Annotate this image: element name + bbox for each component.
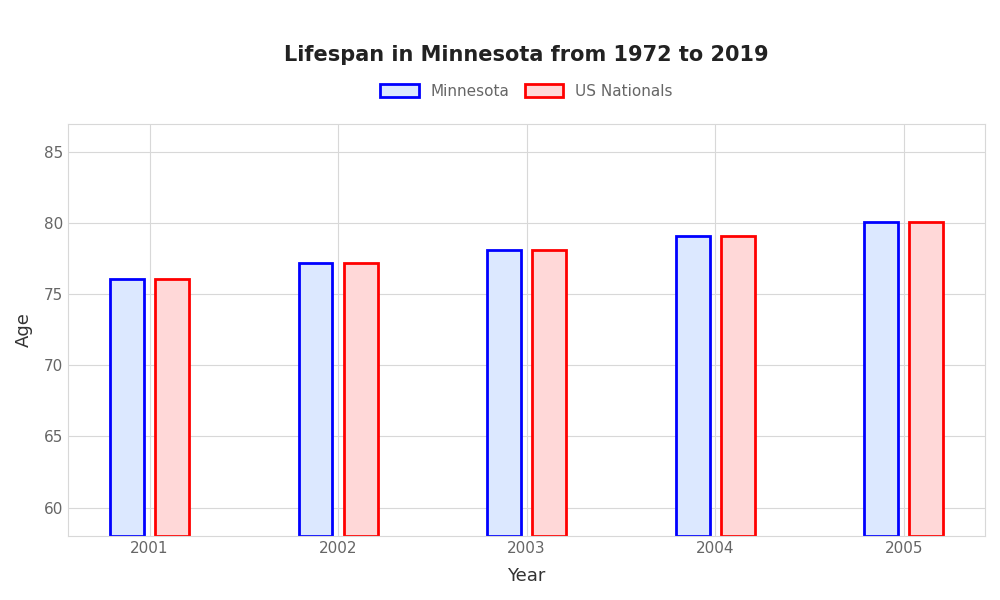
Bar (344, 263, 378, 536)
Bar (909, 221, 943, 536)
X-axis label: Year: Year (507, 567, 546, 585)
Bar (487, 250, 521, 536)
Y-axis label: Age: Age (15, 313, 33, 347)
Bar (532, 250, 566, 536)
Bar (110, 278, 144, 536)
Bar (864, 221, 898, 536)
Bar (721, 236, 755, 536)
Bar (676, 236, 710, 536)
Bar (299, 263, 332, 536)
Title: Lifespan in Minnesota from 1972 to 2019: Lifespan in Minnesota from 1972 to 2019 (284, 45, 769, 65)
Legend: Minnesota, US Nationals: Minnesota, US Nationals (374, 77, 679, 105)
Bar (155, 278, 189, 536)
